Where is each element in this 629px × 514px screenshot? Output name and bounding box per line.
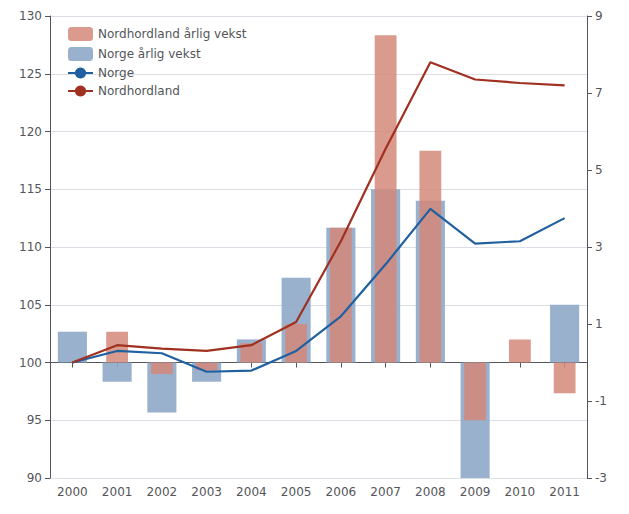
svg-text:115: 115: [19, 182, 42, 196]
svg-text:5: 5: [595, 163, 603, 177]
svg-text:2001: 2001: [102, 485, 133, 499]
svg-text:2009: 2009: [460, 485, 491, 499]
svg-text:2004: 2004: [236, 485, 267, 499]
svg-text:1: 1: [595, 317, 603, 331]
svg-text:Nordhordland årlig vekst: Nordhordland årlig vekst: [98, 27, 247, 41]
svg-text:2003: 2003: [191, 485, 222, 499]
svg-text:2010: 2010: [505, 485, 536, 499]
svg-text:2008: 2008: [415, 485, 446, 499]
svg-text:Norge årlig vekst: Norge årlig vekst: [98, 47, 201, 61]
svg-text:2002: 2002: [147, 485, 178, 499]
svg-text:9: 9: [595, 9, 603, 23]
svg-text:3: 3: [595, 240, 603, 254]
svg-text:7: 7: [595, 86, 603, 100]
svg-text:2011: 2011: [549, 485, 580, 499]
svg-text:Norge: Norge: [98, 66, 134, 80]
svg-text:2000: 2000: [57, 485, 88, 499]
svg-text:2007: 2007: [370, 485, 401, 499]
svg-text:125: 125: [19, 67, 42, 81]
svg-text:2005: 2005: [281, 485, 312, 499]
svg-text:105: 105: [19, 298, 42, 312]
svg-text:130: 130: [19, 9, 42, 23]
svg-text:95: 95: [27, 413, 42, 427]
svg-text:-1: -1: [595, 394, 607, 408]
svg-text:120: 120: [19, 125, 42, 139]
svg-text:110: 110: [19, 240, 42, 254]
svg-text:90: 90: [27, 471, 42, 485]
svg-text:2006: 2006: [326, 485, 357, 499]
svg-text:Nordhordland: Nordhordland: [98, 84, 180, 98]
svg-text:-3: -3: [595, 471, 607, 485]
svg-text:100: 100: [19, 356, 42, 370]
